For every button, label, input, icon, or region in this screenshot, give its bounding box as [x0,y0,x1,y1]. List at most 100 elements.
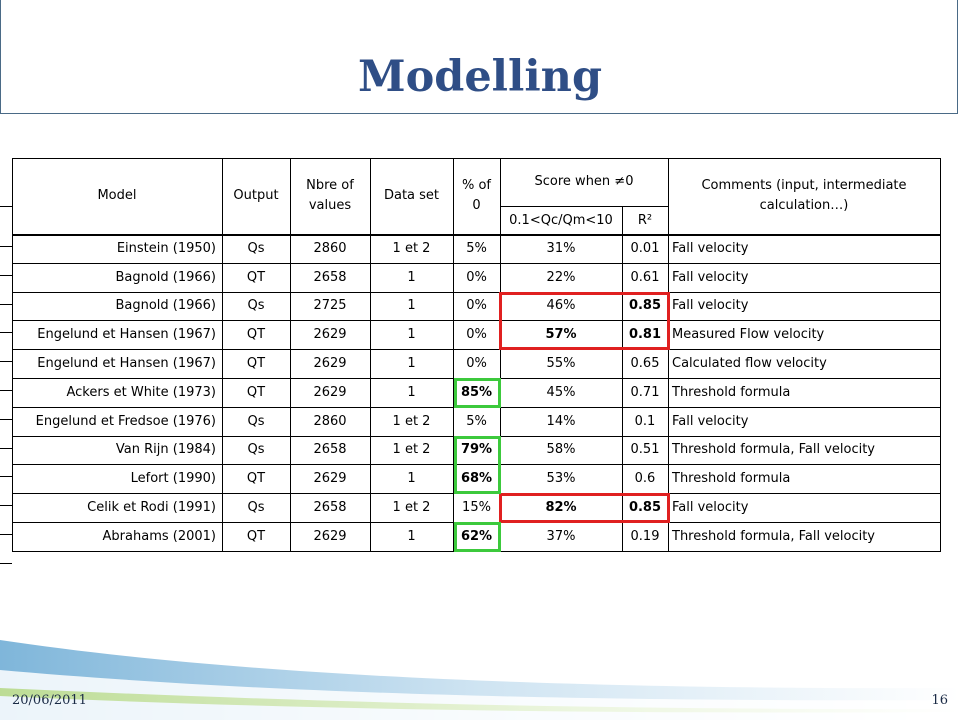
header-pct0: % of 0 [461,178,491,213]
highlight-box-green [454,378,501,408]
cell-dataset: 1 [407,298,416,314]
cell-comments: Threshold formula, Fall velocity [672,442,876,458]
cell-pct0: 0% [466,298,487,314]
cell-r2: 0.65 [630,356,660,372]
highlight-box-green [454,522,501,552]
table-gridline [500,206,668,207]
cell-model: Celik et Rodi (1991) [87,500,216,516]
cell-model: Van Rijn (1984) [115,442,216,458]
table-gridline [0,361,12,363]
table-gridline [12,291,940,293]
cell-model: Engelund et Hansen (1967) [37,327,216,343]
cell-dataset: 1 [407,269,416,285]
table-gridline [0,447,12,449]
cell-r2: 0.6 [634,471,656,487]
table-gridline [222,158,223,552]
cell-model: Abrahams (2001) [102,528,216,544]
cell-nbre: 2658 [313,500,347,516]
cell-comments: Calculated flow velocity [672,356,827,372]
table-gridline [0,206,12,207]
table-gridline [0,303,12,305]
cell-r2: 0.61 [630,269,660,285]
cell-score: 31% [546,240,576,256]
cell-score: 14% [546,413,576,429]
cell-output: QT [246,356,266,372]
cell-output: Qs [247,442,265,458]
cell-nbre: 2658 [313,269,347,285]
cell-comments: Fall velocity [672,240,749,256]
cell-comments: Threshold formula [672,471,791,487]
page-number: 16 [931,693,948,708]
cell-r2: 0.71 [630,384,660,400]
cell-r2: 0.85 [628,500,662,516]
cell-dataset: 1 et 2 [392,240,431,256]
cell-r2: 0.85 [628,298,662,314]
cell-score: 53% [546,471,576,487]
cell-pct0: 85% [460,384,493,400]
cell-r2: 0.51 [630,442,660,458]
table-gridline [0,390,12,391]
table-gridline [668,158,669,552]
cell-pct0: 0% [466,269,487,285]
table-gridline [0,246,12,247]
cell-nbre: 2629 [313,384,347,400]
table-gridline [0,505,12,507]
cell-pct0: 15% [462,500,491,516]
cell-score: 22% [546,269,576,285]
cell-comments: Fall velocity [672,413,749,429]
highlight-box-green [454,435,501,495]
cell-nbre: 2629 [313,471,347,487]
cell-score: 46% [546,298,576,314]
page-title: Modelling [357,52,603,102]
cell-dataset: 1 et 2 [392,413,431,429]
cell-comments: Fall velocity [672,298,749,314]
cell-nbre: 2629 [313,327,347,343]
cell-model: Engelund et Hansen (1967) [37,356,216,372]
cell-score: 55% [546,356,576,372]
cell-output: Qs [247,500,265,516]
cell-nbre: 2860 [313,240,347,256]
cell-dataset: 1 [407,471,416,487]
cell-r2: 0.19 [630,528,660,544]
cell-dataset: 1 et 2 [392,442,431,458]
table-gridline [622,206,623,551]
cell-nbre: 2629 [313,528,347,544]
table-gridline [940,158,941,552]
cell-model: Einstein (1950) [116,240,216,256]
cell-score: 37% [546,528,576,544]
cell-pct0: 62% [460,528,493,544]
cell-model: Ackers et White (1973) [66,384,216,400]
cell-score: 57% [545,327,577,343]
header-nbre: Nbre of values [306,178,354,213]
cell-output: Qs [247,298,265,314]
cell-r2: 0.01 [630,240,660,256]
cell-model: Bagnold (1966) [115,298,216,314]
table-gridline [500,158,501,552]
cell-model: Engelund et Fredsoe (1976) [35,413,216,429]
header-score: Score when ≠0 [534,174,634,189]
table-gridline [12,262,940,264]
header-model: Model [97,188,137,203]
header-r2: R² [637,212,653,228]
highlight-box-red [499,493,670,523]
cell-output: Qs [247,240,265,256]
cell-nbre: 2658 [313,442,347,458]
table-gridline [0,476,12,478]
table-gridline [453,158,454,552]
cell-comments: Measured Flow velocity [672,327,825,343]
cell-output: QT [246,471,266,487]
cell-nbre: 2860 [313,413,347,429]
cell-nbre: 2725 [313,298,347,314]
footer-wave-decoration [0,640,960,720]
highlight-box-red [499,291,670,351]
header-score-range: 0.1<Qc/Qm<10 [509,212,613,228]
cell-output: QT [246,384,266,400]
cell-comments: Fall velocity [672,269,749,285]
table-gridline [0,534,12,535]
cell-pct0: 68% [460,471,493,487]
cell-r2: 0.81 [628,327,662,343]
table-gridline [370,158,371,552]
footer-date: 20/06/2011 [12,693,87,708]
table-gridline [0,418,12,420]
cell-dataset: 1 [407,528,416,544]
